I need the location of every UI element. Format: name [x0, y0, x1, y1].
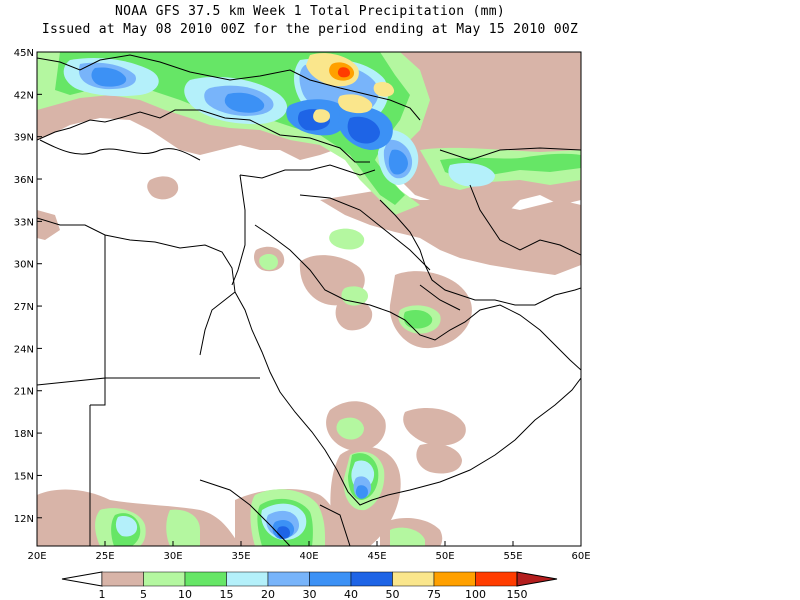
y-tick-label: 15N — [14, 471, 34, 482]
legend-label: 100 — [465, 588, 486, 600]
legend-label: 15 — [220, 588, 234, 600]
legend-swatch — [267, 571, 310, 587]
legend-label: 75 — [427, 588, 441, 600]
legend-swatch — [226, 571, 269, 587]
x-tick-label: 25E — [95, 551, 114, 562]
legend-swatch — [433, 571, 476, 587]
legend-label: 10 — [178, 588, 192, 600]
x-tick-label: 40E — [299, 551, 318, 562]
y-tick-label: 24N — [14, 344, 34, 355]
axis-ticks: 20E 25E 30E 35E 40E 45E 50E 55E 60E 12N 15N 18N 21N 2… — [14, 48, 591, 562]
legend-label: 20 — [261, 588, 275, 600]
x-tick-label: 20E — [27, 551, 46, 562]
y-tick-label: 12N — [14, 514, 34, 525]
legend-swatch — [101, 571, 144, 587]
legend-swatch — [350, 571, 393, 587]
legend-label: 1 — [99, 588, 106, 600]
y-tick-label: 33N — [14, 217, 34, 228]
y-tick-label: 39N — [14, 133, 34, 144]
x-tick-label: 55E — [503, 551, 522, 562]
y-tick-label: 18N — [14, 429, 34, 440]
coastlines-borders — [37, 54, 581, 546]
y-tick-label: 36N — [14, 175, 34, 186]
y-tick-label: 45N — [14, 48, 34, 59]
precipitation-field — [37, 52, 581, 546]
legend-swatch — [475, 571, 518, 587]
y-tick-label: 27N — [14, 302, 34, 313]
legend-swatch — [516, 571, 558, 587]
legend-swatch — [61, 571, 103, 587]
precip-legend: 1 5 10 15 20 30 40 50 75 100 150 — [61, 571, 558, 600]
x-tick-label: 50E — [435, 551, 454, 562]
legend-label: 5 — [140, 588, 147, 600]
x-tick-label: 35E — [231, 551, 250, 562]
legend-swatch — [143, 571, 186, 587]
legend-label: 50 — [386, 588, 400, 600]
legend-label: 30 — [303, 588, 317, 600]
map-subtitle: Issued at May 08 2010 00Z for the period… — [41, 22, 579, 37]
x-tick-label: 60E — [571, 551, 590, 562]
y-tick-label: 42N — [14, 90, 34, 101]
legend-label: 40 — [344, 588, 358, 600]
legend-swatch — [392, 571, 435, 587]
legend-swatch — [309, 571, 352, 587]
y-tick-label: 21N — [14, 387, 34, 398]
x-tick-label: 30E — [163, 551, 182, 562]
map-title: NOAA GFS 37.5 km Week 1 Total Precipitat… — [114, 4, 506, 19]
legend-label: 150 — [507, 588, 528, 600]
x-tick-label: 45E — [367, 551, 386, 562]
precip-level-100 — [337, 67, 350, 78]
y-tick-label: 30N — [14, 260, 34, 271]
legend-swatch — [184, 571, 227, 587]
